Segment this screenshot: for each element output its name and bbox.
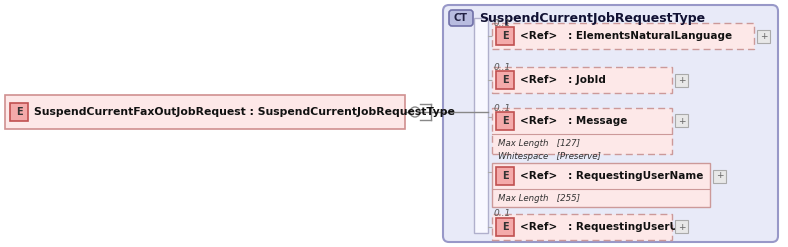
Text: Max Length   [255]: Max Length [255] (498, 194, 580, 203)
Text: SuspendCurrentJobRequestType: SuspendCurrentJobRequestType (479, 12, 705, 24)
Text: +: + (760, 32, 768, 41)
Text: E: E (502, 31, 508, 41)
Bar (474, 18, 488, 233)
Text: +: + (678, 223, 686, 231)
Text: E: E (502, 171, 508, 181)
Text: +: + (678, 117, 686, 125)
Bar (496, 27, 514, 45)
Text: +: + (678, 76, 686, 84)
Text: SuspendCurrentFaxOutJobRequest : SuspendCurrentJobRequestType: SuspendCurrentFaxOutJobRequest : Suspend… (34, 107, 455, 117)
Text: E: E (502, 75, 508, 85)
Text: Max Length   [127]: Max Length [127] (498, 139, 580, 148)
FancyBboxPatch shape (449, 10, 473, 26)
Bar (496, 71, 514, 89)
Text: <Ref>   : RequestingUserName: <Ref> : RequestingUserName (520, 171, 704, 181)
Bar (492, 67, 672, 93)
Text: <Ref>   : RequestingUserUri: <Ref> : RequestingUserUri (520, 222, 687, 232)
Text: E: E (16, 107, 22, 117)
Bar (492, 214, 672, 240)
Text: <Ref>   : JobId: <Ref> : JobId (520, 75, 606, 85)
Bar (496, 167, 514, 185)
Bar (675, 74, 688, 86)
Bar (496, 112, 514, 130)
Bar (492, 163, 710, 207)
Text: <Ref>   : Message: <Ref> : Message (520, 116, 627, 126)
Text: 0..1: 0..1 (494, 62, 511, 71)
Text: 0..1: 0..1 (494, 209, 511, 219)
Text: 0..1: 0..1 (494, 19, 511, 27)
Bar (492, 23, 754, 49)
Bar (757, 29, 770, 42)
Text: Whitespace   [Preserve]: Whitespace [Preserve] (498, 152, 601, 161)
Text: +: + (716, 171, 723, 181)
FancyBboxPatch shape (443, 5, 778, 242)
Bar (675, 115, 688, 127)
Bar (496, 218, 514, 236)
Bar (675, 221, 688, 233)
Text: E: E (502, 116, 508, 126)
Bar (10, 103, 28, 121)
Bar (492, 108, 672, 154)
Text: <Ref>   : ElementsNaturalLanguage: <Ref> : ElementsNaturalLanguage (520, 31, 732, 41)
Text: 0..1: 0..1 (494, 103, 511, 112)
Text: CT: CT (454, 13, 468, 23)
Bar (5, 95, 405, 129)
Text: E: E (502, 222, 508, 232)
Bar (713, 169, 726, 183)
